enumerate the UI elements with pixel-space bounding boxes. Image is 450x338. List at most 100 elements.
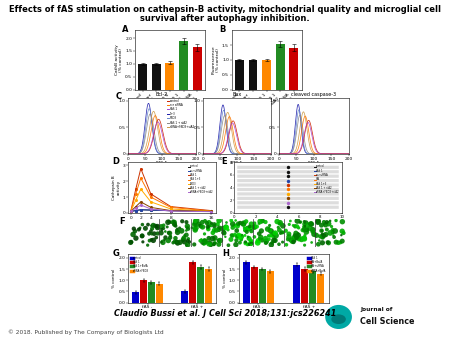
Point: [285, 231, 292, 237]
Point: [192, 218, 199, 224]
Point: [204, 224, 212, 230]
Bar: [251, 267, 258, 303]
Point: [172, 223, 179, 229]
Point: [193, 225, 200, 231]
Point: [142, 226, 149, 231]
X-axis label: time: time: [167, 221, 177, 225]
Point: [313, 233, 320, 238]
Point: [270, 238, 278, 243]
Point: [242, 227, 249, 232]
Point: [284, 196, 292, 201]
Point: [292, 231, 299, 236]
Point: [170, 218, 177, 224]
FancyBboxPatch shape: [237, 192, 339, 195]
Point: [229, 225, 236, 230]
Point: [206, 240, 213, 245]
Point: [184, 225, 191, 230]
Point: [162, 229, 169, 234]
Point: [307, 221, 315, 226]
Point: [290, 235, 297, 240]
Point: [222, 224, 230, 230]
FancyBboxPatch shape: [237, 206, 339, 209]
Legend: control, scr siRNA, fAS 1, 1+3, FBD3, fAS 1 + siA2, siRNA+FBD3+siA2: control, scr siRNA, fAS 1, 1+3, FBD3, fA…: [167, 99, 195, 129]
Bar: [248, 60, 257, 90]
Point: [164, 220, 171, 225]
Point: [276, 221, 283, 226]
Point: [301, 219, 308, 224]
Point: [308, 222, 315, 227]
Point: [246, 224, 253, 229]
Point: [244, 226, 251, 231]
Point: [323, 219, 330, 225]
Point: [279, 230, 286, 235]
Point: [148, 231, 156, 237]
Point: [242, 239, 249, 245]
Point: [246, 226, 253, 231]
Point: [340, 230, 347, 236]
Y-axis label: CathB activity
(% control): CathB activity (% control): [115, 45, 123, 75]
Point: [204, 226, 212, 232]
Point: [330, 235, 338, 240]
Point: [295, 225, 302, 231]
Point: [284, 182, 292, 188]
FancyBboxPatch shape: [237, 170, 339, 173]
Point: [228, 218, 235, 223]
Point: [263, 239, 270, 244]
Point: [294, 231, 302, 236]
Point: [248, 228, 255, 234]
Point: [216, 218, 223, 223]
Point: [309, 227, 316, 233]
Point: [209, 236, 216, 241]
Point: [301, 223, 308, 229]
Point: [170, 240, 177, 245]
Point: [319, 235, 326, 240]
X-axis label: FITC-A: FITC-A: [231, 161, 243, 165]
Bar: [293, 265, 300, 303]
Point: [179, 238, 186, 243]
Text: C: C: [116, 92, 122, 101]
Point: [284, 200, 292, 206]
Point: [333, 239, 340, 245]
Point: [223, 220, 230, 225]
Point: [139, 239, 146, 245]
Point: [320, 233, 328, 238]
Point: [279, 239, 286, 245]
Bar: [205, 269, 212, 303]
Point: [275, 242, 283, 247]
Point: [183, 219, 190, 225]
Point: [154, 225, 161, 231]
Point: [212, 240, 219, 246]
Point: [290, 239, 297, 245]
Point: [299, 227, 306, 233]
Point: [269, 240, 276, 246]
Point: [257, 235, 264, 240]
Point: [270, 231, 277, 236]
Point: [248, 241, 255, 246]
Bar: [235, 60, 244, 90]
Point: [179, 219, 186, 224]
Point: [184, 223, 191, 229]
Point: [301, 224, 308, 230]
Bar: [189, 262, 196, 303]
Point: [302, 233, 309, 238]
Point: [264, 226, 271, 232]
Point: [199, 224, 206, 230]
Point: [205, 226, 212, 232]
Point: [308, 240, 315, 245]
Point: [144, 242, 151, 248]
Point: [234, 223, 241, 229]
Legend: control, fAS 1, fAS 1+BafA, siRNA+FBD3: control, fAS 1, fAS 1+BafA, siRNA+FBD3: [130, 255, 150, 274]
Point: [148, 226, 156, 231]
Point: [144, 222, 152, 227]
Point: [158, 239, 165, 245]
Point: [152, 223, 159, 228]
Point: [322, 232, 329, 237]
Point: [192, 226, 199, 232]
Point: [339, 219, 346, 224]
Point: [223, 225, 230, 230]
Text: Effects of fAS stimulation on cathepsin-B activity, mitochondrial quality and mi: Effects of fAS stimulation on cathepsin-…: [9, 5, 441, 14]
Point: [287, 218, 294, 224]
Point: [246, 241, 253, 247]
Point: [173, 240, 180, 245]
Point: [303, 229, 310, 235]
